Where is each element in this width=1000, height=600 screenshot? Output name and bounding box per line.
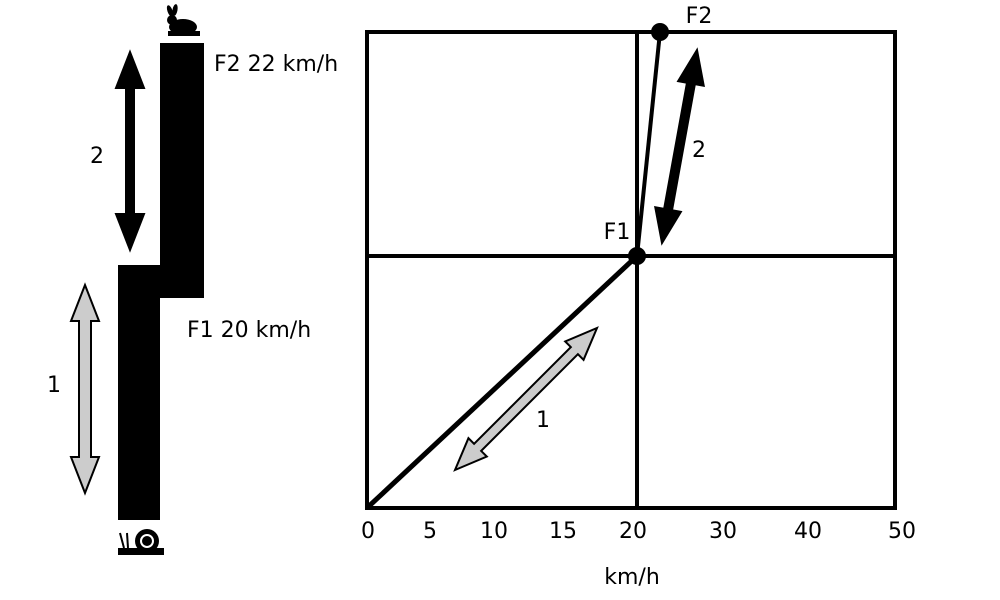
- x-tick-label: 10: [480, 519, 508, 544]
- double-arrow: [69, 282, 101, 496]
- f1-label: F1 20 km/h: [187, 318, 311, 343]
- arrows: [69, 47, 705, 496]
- snail-icon: [118, 529, 164, 555]
- double-arrow: [453, 326, 599, 472]
- x-tick-label: 5: [423, 519, 437, 544]
- x-tick-label: 0: [361, 519, 375, 544]
- point-f2: [651, 23, 669, 41]
- x-tick-label: 40: [794, 519, 822, 544]
- x-tick-label: 30: [709, 519, 737, 544]
- x-tick-label: 50: [888, 519, 916, 544]
- x-ticks: 0 5 10 15 20 30 40 50: [361, 519, 916, 544]
- frame: [365, 30, 897, 510]
- double-arrow: [654, 47, 705, 246]
- x-tick-label: 20: [619, 519, 647, 544]
- segment-1: [365, 254, 639, 510]
- point-label: F1: [604, 220, 631, 245]
- arrow-label: 1: [536, 408, 550, 433]
- double-arrow: [114, 49, 146, 253]
- segment-2: [635, 31, 662, 257]
- x-axis-label: km/h: [604, 565, 660, 590]
- arrow-label: 1: [47, 373, 61, 398]
- f2-label: F2 22 km/h: [214, 52, 338, 77]
- arrow-label: 2: [90, 144, 104, 169]
- x-tick-label: 15: [549, 519, 577, 544]
- bar-f2: [160, 43, 204, 298]
- rabbit-icon: [166, 4, 200, 36]
- point-label: F2: [686, 4, 713, 29]
- bar-f1: [118, 265, 160, 520]
- arrow-label: 2: [692, 138, 706, 163]
- point-f1: [628, 247, 646, 265]
